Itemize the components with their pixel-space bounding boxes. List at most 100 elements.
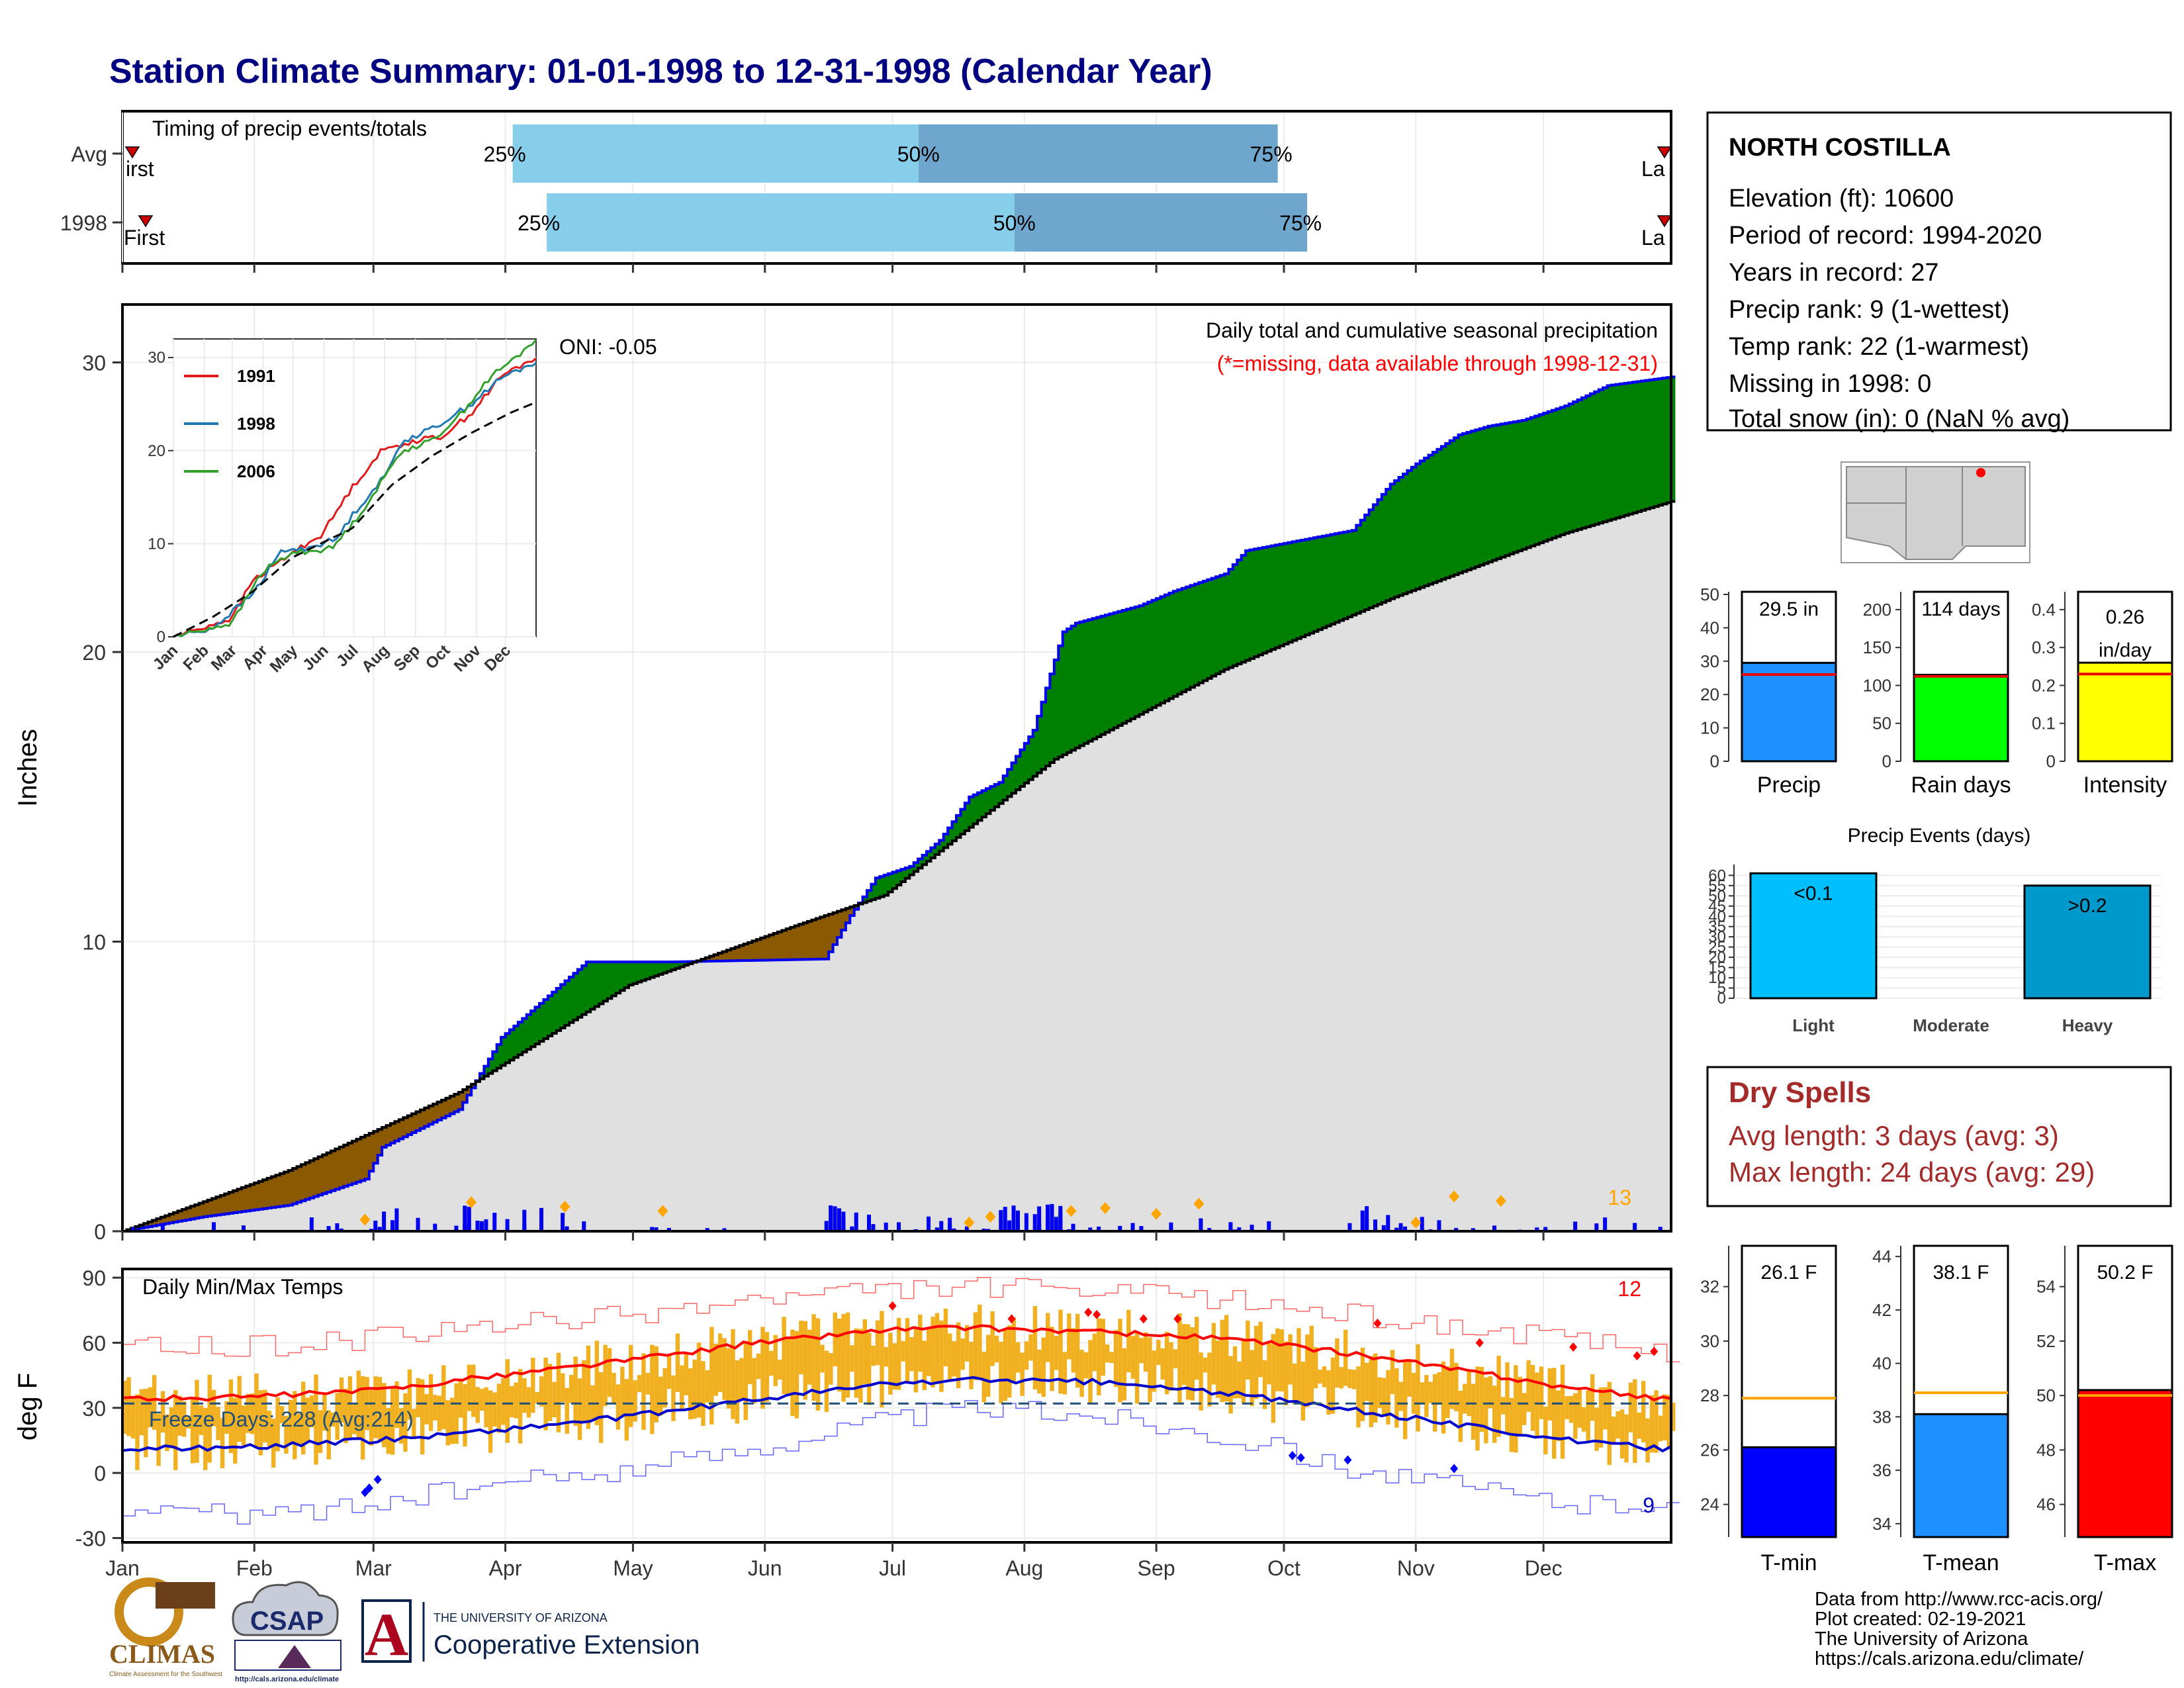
daily-temp-bar [1024,1341,1029,1370]
daily-temp-bar [1279,1329,1284,1392]
tsum-bar [2077,1389,2173,1538]
tsum-ytick-label: 42 [1872,1300,1891,1320]
daily-temp-bar [1445,1366,1450,1419]
daily-temp-bar [1416,1344,1420,1432]
daily-temp-bar [807,1329,812,1385]
daily-temp-bar [820,1344,825,1373]
daily-temp-bar [888,1333,893,1395]
daily-temp-bar [1195,1317,1199,1380]
first-event-marker [138,215,154,228]
daily-temp-bar [403,1393,408,1452]
daily-temp-bar [1398,1382,1403,1411]
hot-record-marker [1084,1307,1093,1317]
month-label: Aug [1005,1556,1043,1580]
month-label: Nov [1397,1556,1435,1580]
daily-precip-bar [1347,1223,1352,1231]
timing-panel: Timing of precip events/totals 25% 50% 75%… [60,110,1672,273]
climas-logo: CLIMAS Climate Assessment for the Southw… [109,1577,222,1678]
inset-series-line [173,339,537,638]
daily-temp-bar [233,1397,238,1464]
daily-temp-bar [386,1407,390,1454]
daily-temp-bar [586,1345,591,1429]
daily-temp-bar [1365,1362,1369,1401]
daily-temp-bar [837,1318,842,1392]
extreme-precip-marker [1495,1195,1506,1207]
daily-temp-bar [420,1379,425,1455]
daily-temp-bar [237,1376,242,1442]
inset-series-line [173,357,537,638]
daily-temp-bar [1369,1356,1373,1427]
daily-precip-bar [390,1220,394,1231]
daily-temp-bar [126,1377,131,1436]
events-ytick-label: 50 [1708,887,1726,905]
daily-temp-bar [301,1382,306,1455]
freeze-label: Freeze Days: 228 (Avg:214) [149,1407,414,1431]
daily-temp-bar [1122,1348,1127,1401]
daily-temp-bar [1624,1414,1629,1463]
daily-temp-bar [1394,1368,1399,1428]
daily-temp-bar [1258,1321,1263,1378]
summary-bars: 0 10 20 30 40 50 29.5 in Precip 0 50 100 150 200 114 … [1700,585,2173,798]
daily-temp-bar [296,1413,301,1446]
daily-precip-bar [416,1217,420,1231]
daily-precip-bar [1373,1219,1377,1231]
tsum-bar [1913,1413,2009,1538]
daily-temp-bar [412,1409,416,1439]
daily-temp-bar [1054,1336,1059,1370]
daily-temp-bar [594,1340,599,1425]
precip-border [121,303,1672,1233]
daily-temp-bar [1097,1318,1101,1395]
summary-label: Intensity [2083,773,2167,798]
daily-precip-bar [1594,1223,1599,1231]
daily-temp-bar [1658,1415,1663,1442]
daily-precip-bar [565,1226,569,1231]
daily-temp-bar [1594,1407,1599,1451]
summary-bar [2077,661,2173,763]
last-label: La [1641,226,1665,250]
daily-temp-bar [659,1376,663,1416]
daily-temp-bar [1067,1313,1071,1360]
events-ytick-label: 40 [1708,908,1726,925]
daily-temp-bar [577,1378,582,1440]
daily-temp-bar [1075,1313,1080,1388]
extreme-precip-marker [657,1205,668,1217]
daily-temp-bar [458,1380,463,1418]
daily-temp-bar [331,1412,336,1427]
daily-temp-bar [1666,1395,1671,1448]
timing-bar-late [918,124,1278,183]
daily-temp-bar [918,1314,923,1372]
daily-precip-bar [463,1205,467,1231]
events-bar-label: <0.1 [1794,882,1833,904]
daily-temp-bar [535,1391,539,1404]
precip-header: Daily total and cumulative seasonal prec… [1206,318,1658,342]
daily-temp-bar [901,1340,905,1362]
hot-record-marker [1173,1314,1182,1324]
daily-temp-bar [1403,1360,1408,1440]
daily-temp-bar [347,1376,353,1439]
daily-temp-bar [778,1360,782,1380]
daily-temp-bar [207,1374,212,1463]
daily-temp-bar [1271,1334,1276,1423]
daily-temp-bar [884,1346,889,1367]
avg-max-line [122,1324,1672,1403]
daily-temp-bar [1428,1382,1433,1403]
daily-temp-bar [705,1370,710,1403]
inset-legend-label: 1991 [237,366,275,386]
daily-temp-bar [437,1395,442,1432]
hot-record-marker [1373,1318,1382,1328]
daily-temp-bar [1590,1374,1595,1421]
precip-plot [122,375,1676,1233]
daily-temp-bar [144,1388,148,1458]
daily-temp-bar [764,1332,770,1402]
daily-temp-bar [1246,1320,1250,1380]
daily-precip-bar [505,1219,510,1231]
timing-bar-early [512,124,919,183]
extreme-precip-marker [559,1200,570,1213]
tsum-value: 38.1 F [1933,1262,1989,1284]
inset-ytick-label: 0 [157,628,165,646]
daily-temp-bar [1671,1402,1676,1431]
daily-temp-bar [1314,1347,1318,1389]
daily-precip-bar [1658,1227,1662,1231]
